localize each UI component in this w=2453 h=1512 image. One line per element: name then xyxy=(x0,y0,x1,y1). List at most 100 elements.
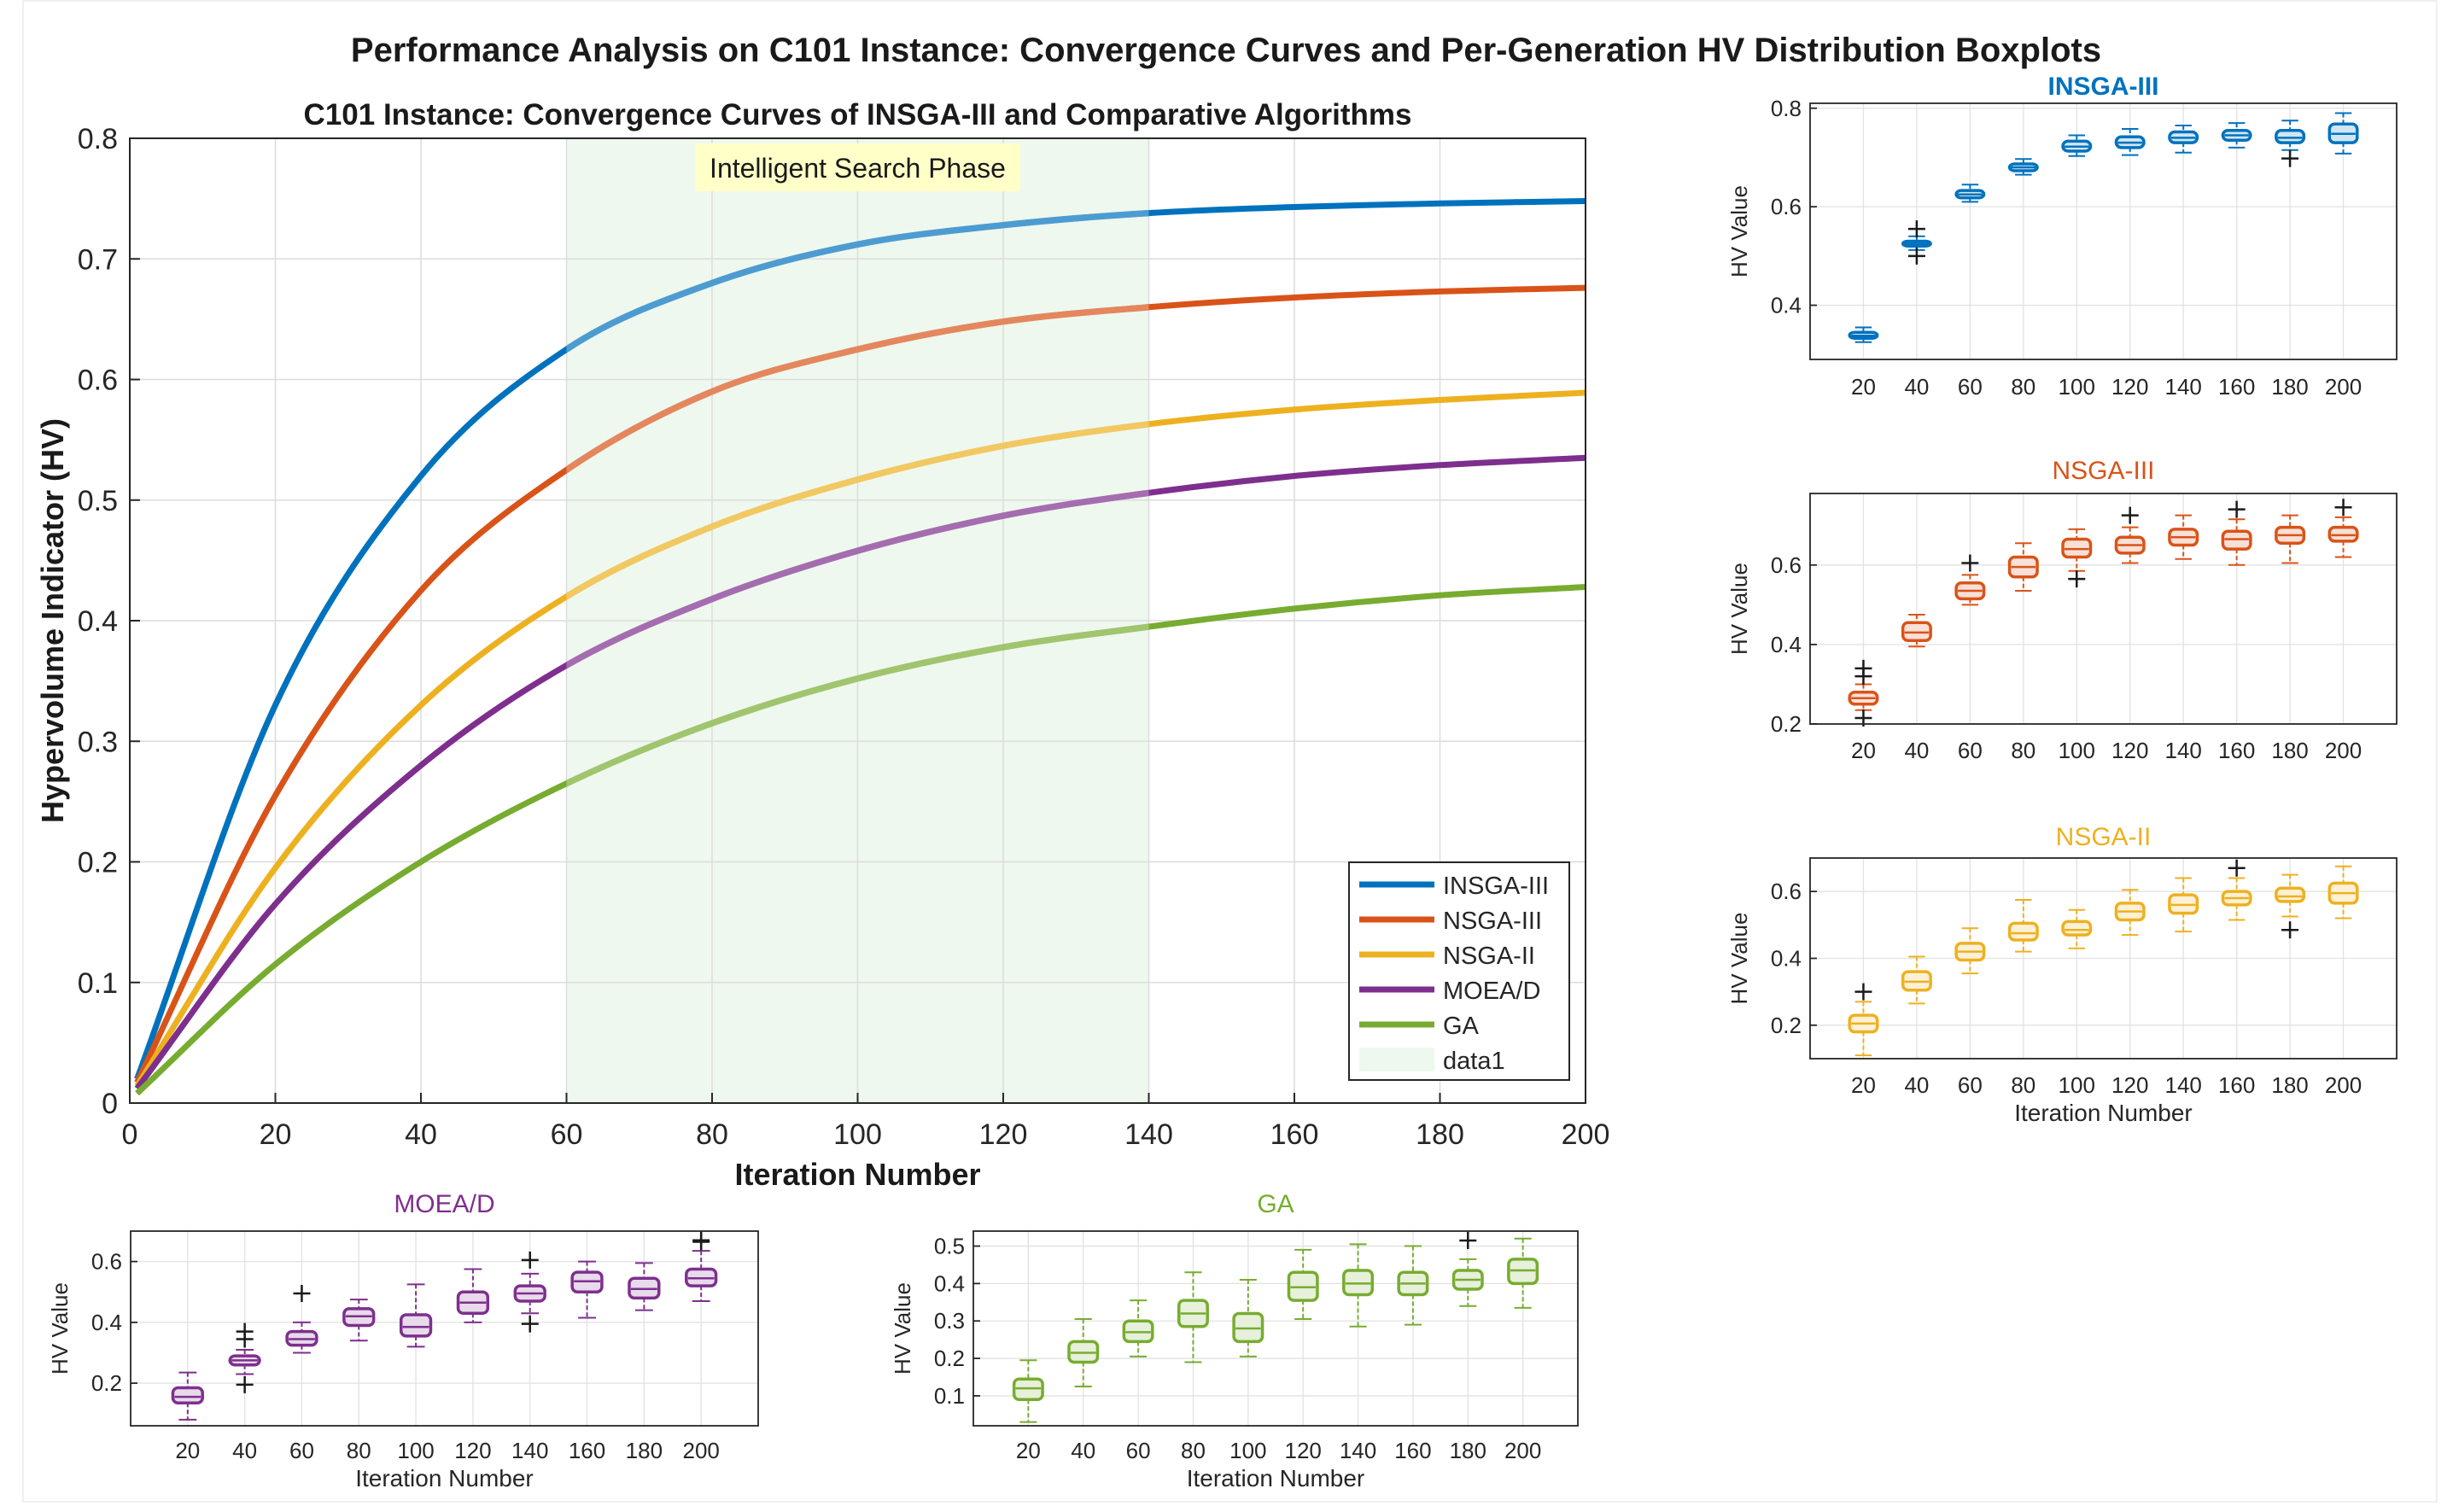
main-x-tick-label: 160 xyxy=(1270,1118,1319,1151)
main-chart-title: C101 Instance: Convergence Curves of INS… xyxy=(304,98,1412,131)
boxplot-x-tick-label: 160 xyxy=(2218,1072,2255,1098)
boxplot-y-tick-label: 0.4 xyxy=(1771,293,1802,318)
main-y-tick-label: 0.3 xyxy=(78,726,118,758)
figure-canvas: Performance Analysis on C101 Instance: C… xyxy=(0,0,2453,1512)
box-iqr xyxy=(2063,921,2090,935)
main-x-tick-label: 180 xyxy=(1416,1118,1464,1151)
main-x-tick-label: 140 xyxy=(1124,1118,1173,1151)
main-chart: 0 20 40 60 80 100 120 140 160 180 200 0 0.1 0.2 0.3 0.4… xyxy=(35,98,1609,1192)
boxplot-x-tick-label: 60 xyxy=(1958,738,1983,763)
boxplot-x-tick-label: 60 xyxy=(1958,1072,1983,1098)
boxplot-y-tick-label: 0.1 xyxy=(934,1383,965,1409)
boxplot-title: GA xyxy=(1257,1190,1294,1218)
boxplot-x-tick-label: 20 xyxy=(175,1438,200,1463)
boxplot-x-tick-label: 160 xyxy=(2218,738,2255,763)
boxplot-x-tick-label: 140 xyxy=(2164,374,2201,400)
main-y-tick-label: 0.7 xyxy=(78,243,118,276)
boxplot-x-tick-label: 120 xyxy=(454,1438,491,1463)
boxplot-x-axis-label: Iteration Number xyxy=(1187,1465,1365,1492)
boxplot-x-tick-label: 20 xyxy=(1016,1438,1041,1463)
boxplot-x-tick-label: 60 xyxy=(289,1438,314,1463)
boxplot-nsga3: 20 40 60 80 100 120 140 160 180 2000.20.40.6NSGA-… xyxy=(1726,457,2397,763)
boxplot-x-tick-label: 80 xyxy=(1181,1438,1206,1463)
boxplot-x-tick-label: 140 xyxy=(2164,738,2201,763)
boxplot-x-axis-label: Iteration Number xyxy=(355,1465,534,1492)
boxplot-x-tick-label: 100 xyxy=(397,1438,434,1463)
boxplot-y-axis-label: HV Value xyxy=(890,1282,915,1375)
boxplot-nsga2: 20 40 60 80 100 120 140 160 180 200 0.2 0.4 0.6 NSGA-… xyxy=(1726,823,2397,1126)
main-x-tick-label: 0 xyxy=(122,1118,138,1151)
boxplot-x-tick-label: 200 xyxy=(2325,738,2362,763)
boxplot-y-tick-label: 0.4 xyxy=(934,1270,965,1296)
boxplot-y-axis-label: HV Value xyxy=(1726,563,1752,655)
boxplot-x-tick-label: 140 xyxy=(1340,1438,1376,1463)
legend-swatch xyxy=(1359,1048,1434,1071)
boxplot-x-tick-label: 160 xyxy=(569,1438,605,1463)
legend-label: GA xyxy=(1443,1013,1480,1040)
boxplot-x-tick-label: 80 xyxy=(2011,738,2035,763)
boxplot-x-tick-label: 200 xyxy=(1504,1438,1541,1463)
boxplot-x-axis-label: Iteration Number xyxy=(2014,1100,2193,1126)
boxplot-area xyxy=(131,1231,758,1426)
boxplot-x-tick-label: 40 xyxy=(232,1438,257,1463)
boxplot-x-tick-label: 180 xyxy=(2271,738,2308,763)
legend-label: data1 xyxy=(1443,1048,1505,1075)
legend-label: INSGA-III xyxy=(1443,873,1549,900)
main-x-tick-label: 200 xyxy=(1562,1118,1610,1151)
boxplot-x-tick-label: 60 xyxy=(1126,1438,1151,1463)
main-x-tick-label: 100 xyxy=(833,1118,882,1151)
boxplot-y-tick-label: 0.8 xyxy=(1771,96,1802,121)
boxplot-insga3: 20 40 60 80 100 120 140 160 180 2000.40.60.8INSGA… xyxy=(1726,73,2397,400)
boxplot-x-tick-label: 120 xyxy=(2111,738,2148,763)
boxplot-area xyxy=(1810,493,2397,724)
main-x-tick-label: 40 xyxy=(405,1118,437,1151)
boxplot-x-tick-label: 160 xyxy=(1394,1438,1431,1463)
boxplot-x-tick-label: 180 xyxy=(2271,374,2308,400)
main-x-tick-label: 80 xyxy=(696,1118,728,1151)
boxplot-area xyxy=(1810,103,2397,359)
legend-label: MOEA/D xyxy=(1443,978,1540,1005)
boxplot-x-tick-label: 100 xyxy=(2059,374,2095,400)
legend-label: NSGA-III xyxy=(1443,908,1542,935)
boxplot-x-tick-label: 120 xyxy=(2111,374,2148,400)
boxplot-title: NSGA-II xyxy=(2056,823,2152,851)
boxplot-x-tick-label: 200 xyxy=(682,1438,719,1463)
box-iqr xyxy=(2276,131,2304,143)
box-iqr xyxy=(172,1387,202,1403)
main-x-tick-label: 20 xyxy=(260,1118,292,1151)
main-y-tick-label: 0.8 xyxy=(78,123,118,155)
boxplot-x-tick-label: 200 xyxy=(2325,374,2362,400)
boxplot-y-tick-label: 0.5 xyxy=(934,1234,965,1259)
boxplot-x-tick-label: 100 xyxy=(1229,1438,1266,1463)
boxplot-x-tick-label: 40 xyxy=(1904,738,1929,763)
main-y-axis-label: Hypervolume Indicator (HV) xyxy=(35,418,70,823)
figure: Performance Analysis on C101 Instance: C… xyxy=(0,0,2453,1512)
boxplot-y-axis-label: HV Value xyxy=(47,1282,73,1375)
boxplot-x-tick-label: 200 xyxy=(2325,1072,2362,1098)
phase-annotation-label: Intelligent Search Phase xyxy=(710,153,1006,184)
boxplot-moead: 20 40 60 80 100 120 140 160 180 200 0.2 0.4 0.6 MOEA/… xyxy=(47,1190,758,1492)
boxplot-x-tick-label: 60 xyxy=(1958,374,1983,400)
boxplot-y-tick-label: 0.6 xyxy=(1771,552,1802,578)
boxplot-x-tick-label: 20 xyxy=(1851,738,1876,763)
boxplot-x-tick-label: 180 xyxy=(626,1438,663,1463)
boxplot-x-tick-label: 80 xyxy=(2011,374,2035,400)
boxplot-y-tick-label: 0.4 xyxy=(1771,632,1802,657)
boxplot-x-tick-label: 180 xyxy=(1450,1438,1486,1463)
boxplot-area xyxy=(973,1231,1578,1426)
main-x-tick-label: 60 xyxy=(551,1118,583,1151)
boxplot-title: MOEA/D xyxy=(394,1190,494,1218)
boxplot-x-tick-label: 40 xyxy=(1071,1438,1095,1463)
boxplot-y-tick-label: 0.6 xyxy=(1771,194,1802,219)
main-y-tick-label: 0.5 xyxy=(78,485,118,517)
boxplot-y-tick-label: 0.4 xyxy=(1771,946,1802,972)
main-y-tick-label: 0.1 xyxy=(78,967,118,1000)
boxplot-y-tick-label: 0.2 xyxy=(1771,711,1802,737)
boxplot-x-tick-label: 120 xyxy=(2111,1072,2148,1098)
boxplot-x-tick-label: 100 xyxy=(2059,738,2095,763)
boxplot-x-tick-label: 80 xyxy=(2011,1072,2035,1098)
boxplot-title: INSGA-III xyxy=(2047,73,2158,101)
boxplot-y-tick-label: 0.2 xyxy=(934,1346,965,1371)
boxplot-x-tick-label: 160 xyxy=(2218,374,2255,400)
box-iqr xyxy=(2010,923,2037,940)
